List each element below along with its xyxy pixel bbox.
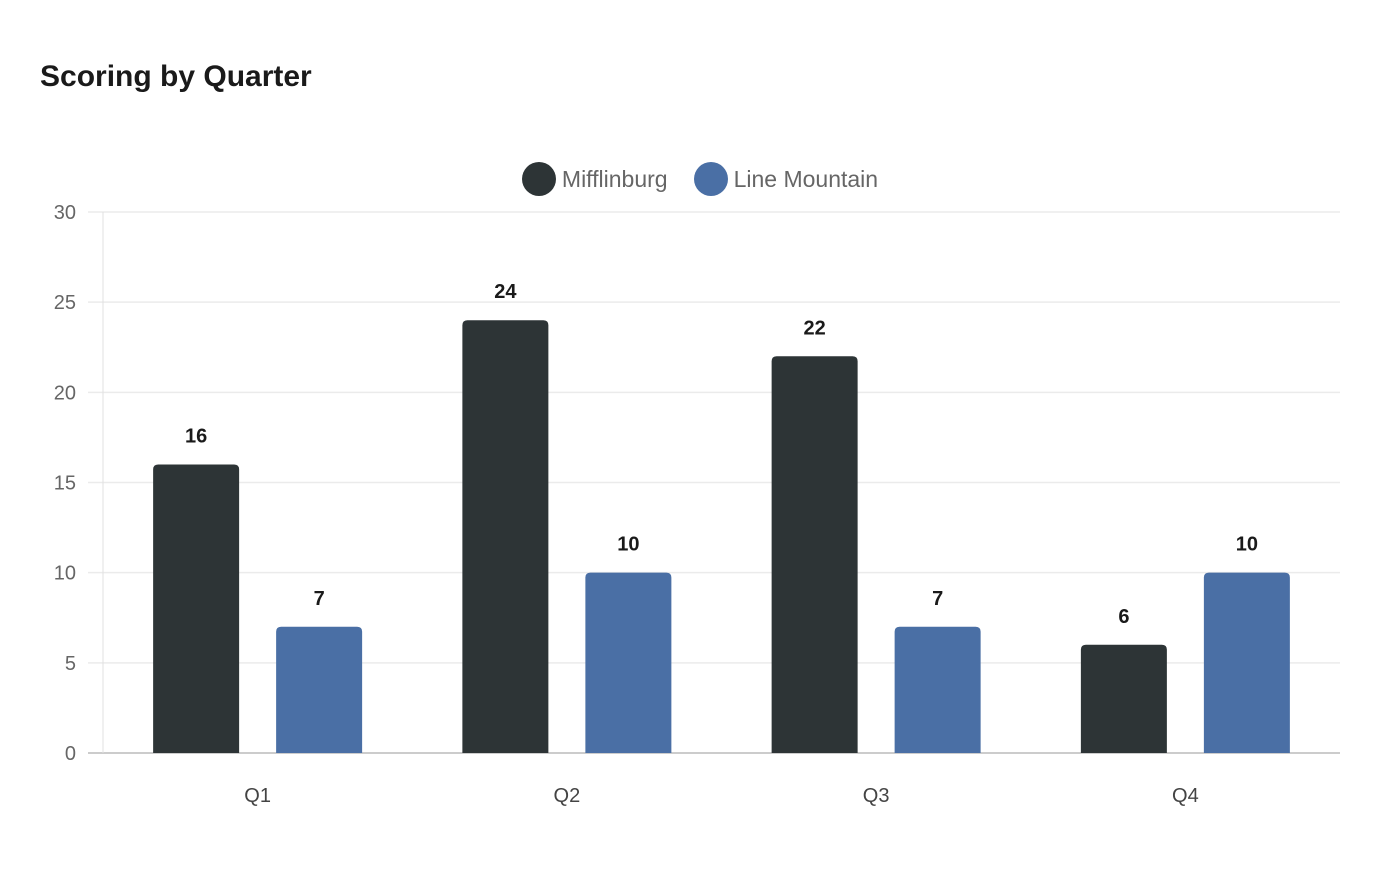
x-tick-label: Q4 — [1172, 785, 1199, 807]
data-label: 6 — [1118, 606, 1129, 628]
y-tick-label: 10 — [54, 563, 76, 585]
y-tick-label: 30 — [54, 202, 76, 224]
chart-legend: Mifflinburg Line Mountain — [0, 162, 1400, 196]
bar-line-mountain-q1[interactable] — [276, 626, 363, 753]
y-tick-label: 20 — [54, 382, 76, 404]
legend-swatch-icon — [693, 162, 728, 196]
x-tick-label: Q3 — [863, 785, 890, 807]
bar-mifflinburg-q4[interactable] — [1080, 644, 1167, 753]
legend-label: Mifflinburg — [561, 165, 668, 192]
data-label: 10 — [1236, 534, 1258, 556]
y-tick-label: 25 — [54, 292, 76, 314]
bar-mifflinburg-q1[interactable] — [153, 464, 240, 753]
bar-line-mountain-q2[interactable] — [585, 572, 672, 753]
data-label: 16 — [185, 425, 207, 447]
data-label: 22 — [804, 317, 826, 339]
y-tick-label: 0 — [65, 743, 76, 765]
bar-mifflinburg-q2[interactable] — [462, 320, 549, 753]
x-tick-label: Q1 — [244, 785, 271, 807]
x-tick-label: Q2 — [554, 785, 581, 807]
legend-item-line-mountain[interactable]: Line Mountain — [693, 162, 879, 196]
data-label: 7 — [932, 588, 943, 610]
data-label: 10 — [617, 534, 639, 556]
bar-mifflinburg-q3[interactable] — [771, 356, 858, 753]
data-label: 24 — [494, 281, 517, 303]
legend-swatch-icon — [521, 162, 556, 196]
y-tick-label: 5 — [65, 653, 76, 675]
legend-label: Line Mountain — [733, 165, 879, 192]
y-tick-label: 15 — [54, 473, 76, 495]
data-label: 7 — [314, 588, 325, 610]
legend-item-mifflinburg[interactable]: Mifflinburg — [521, 162, 668, 196]
bar-line-mountain-q4[interactable] — [1203, 572, 1290, 753]
bar-line-mountain-q3[interactable] — [894, 626, 981, 753]
chart-title: Scoring by Quarter — [40, 60, 312, 93]
